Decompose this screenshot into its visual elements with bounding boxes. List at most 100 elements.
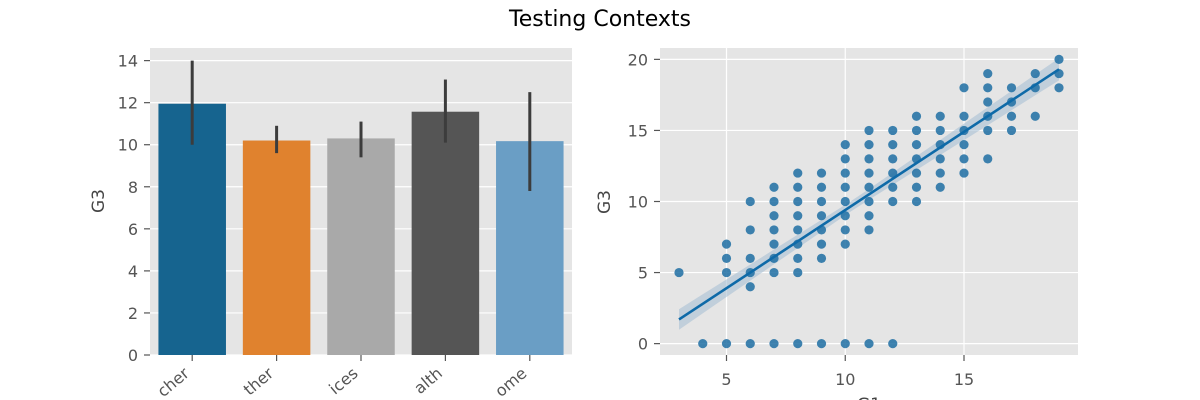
bar-y-tick-label: 12 [118,94,138,113]
scatter-point [864,168,874,178]
scatter-point [911,111,922,121]
bar-y-tick-label: 0 [128,346,138,365]
scatter-point [983,154,993,164]
scatter-point [721,239,732,249]
scatter-x-tick-label: 5 [721,370,731,389]
scatter-series [674,54,1064,349]
bar-y-tick-label: 6 [128,220,138,239]
scatter-point [911,182,922,192]
bar [411,111,480,355]
scatter-point [959,111,969,121]
regression-line-group [678,68,1060,321]
scatter-point [935,154,945,164]
bar-y-tick-label: 14 [118,52,138,71]
scatter-point [888,196,898,207]
scatter-point [674,267,684,278]
scatter-point [959,140,969,150]
scatter-point [840,168,850,178]
scatter-point [793,267,803,278]
scatter-point [864,140,874,150]
bar-x-axis: cher ther ices alth ome [153,355,531,400]
bar [327,138,395,355]
scatter-point [745,339,755,349]
scatter-point [959,154,969,164]
scatter-point [983,97,993,107]
scatter-point [816,239,827,249]
scatter-point [793,339,803,349]
scatter-point [840,140,850,150]
scatter-point [864,225,874,235]
scatter-point [816,211,827,221]
scatter-point [793,211,803,221]
scatter-y-tick-label: 15 [628,121,648,140]
scatter-point [1006,125,1017,136]
scatter-point [840,239,850,249]
scatter-point [935,125,945,136]
scatter-point [816,182,827,192]
scatter-point [769,211,779,221]
scatter-point [1006,83,1017,93]
scatter-point [888,140,898,150]
scatter-point [840,154,850,164]
bar-x-tick-label: ther [240,363,278,399]
scatter-point [888,168,898,178]
bar-chart-panel: 0 2 4 6 8 10 12 14 cher ther ices alth ome G3 [89,48,572,400]
scatter-point [793,168,803,178]
scatter-point [983,83,993,93]
bar [242,140,311,355]
scatter-point [698,339,708,349]
bar-series [158,60,564,356]
scatter-point [888,125,898,136]
scatter-point [911,168,922,178]
bar-y-tick-label: 2 [128,304,138,323]
scatter-point [793,182,803,192]
scatter-point [769,339,779,349]
scatter-point [959,83,969,93]
scatter-x-axis-label: G1 [857,395,881,400]
scatter-point [816,339,827,349]
scatter-point [840,339,850,349]
scatter-chart-panel: 0 5 10 15 20 5 10 15 G3 G1 [595,48,1078,400]
scatter-point [793,196,803,207]
scatter-point [959,168,969,178]
scatter-point [864,211,874,221]
scatter-point [911,196,922,207]
scatter-y-tick-label: 0 [638,335,648,354]
scatter-point [888,339,898,349]
scatter-point [769,239,779,249]
bar-y-tick-label: 10 [118,136,138,155]
scatter-point [745,196,755,207]
bar-y-tick-label: 4 [128,262,138,281]
scatter-point [1006,111,1017,121]
scatter-point [864,182,874,192]
scatter-x-axis: 5 10 15 [721,355,974,389]
scatter-point [793,253,803,263]
scatter-point [935,182,945,192]
scatter-point [1030,111,1040,121]
scatter-point [864,154,874,164]
scatter-point [911,140,922,150]
scatter-point [721,267,732,278]
scatter-point [888,154,898,164]
scatter-point [840,211,850,221]
scatter-point [935,111,945,121]
bar-y-tick-label: 8 [128,178,138,197]
scatter-point [864,125,874,136]
scatter-point [1054,83,1064,93]
scatter-point [983,125,993,136]
regression-line [678,68,1060,321]
scatter-x-tick-label: 15 [954,370,974,389]
scatter-point [816,253,827,263]
scatter-y-tick-label: 10 [628,193,648,212]
scatter-point [721,253,732,263]
bar-x-tick-label: cher [153,363,193,400]
scatter-point [1030,68,1040,79]
scatter-point [816,168,827,178]
bar [158,103,226,356]
scatter-point [769,267,779,278]
scatter-y-tick-label: 20 [628,50,648,69]
scatter-point [745,282,755,292]
scatter-y-axis-label: G3 [595,190,615,214]
bar-y-axis-label: G3 [89,189,109,213]
scatter-point [983,68,993,79]
